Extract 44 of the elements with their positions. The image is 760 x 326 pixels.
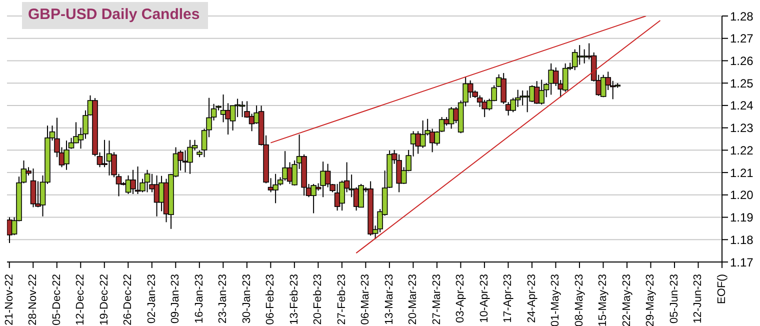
y-tick-label: 1.17 [730, 255, 754, 270]
y-tick-label: 1.28 [730, 9, 754, 24]
x-tick-label: 28-Nov-22 [27, 274, 40, 326]
x-tick-label: EOF() [716, 274, 728, 304]
chart-title: GBP-USD Daily Candles [22, 2, 208, 29]
x-tick-label: 06-Feb-23 [264, 274, 277, 325]
x-tick-label: 08-May-23 [573, 274, 586, 326]
x-tick-label: 22-May-23 [620, 274, 633, 326]
x-tick-label: 10-Apr-23 [478, 274, 490, 323]
x-tick-label: 13-Feb-23 [288, 274, 300, 325]
x-tick-label: 16-Jan-23 [193, 274, 206, 324]
y-tick-label: 1.21 [730, 166, 754, 180]
x-tick-label: 27-Feb-23 [336, 274, 348, 325]
x-tick-label: 06-Mar-23 [360, 274, 372, 325]
y-tick-label: 1.22 [730, 143, 754, 158]
x-tick-label: 09-Jan-23 [170, 274, 182, 324]
y-tick-label: 1.18 [730, 232, 754, 247]
x-tick-label: 30-Jan-23 [240, 274, 253, 324]
x-tick-label: 05-Dec-22 [50, 274, 63, 326]
x-tick-label: 13-Mar-23 [383, 274, 396, 325]
x-tick-label: 03-Apr-23 [454, 274, 467, 323]
y-tick-label: 1.27 [730, 32, 754, 46]
x-tick-label: 29-May-23 [644, 274, 657, 326]
x-tick-label: 19-Dec-22 [98, 274, 110, 326]
x-tick-label: 12-Jun-23 [692, 274, 704, 324]
x-tick-label: 17-Apr-23 [502, 274, 514, 323]
x-tick-label: 23-Jan-23 [217, 274, 230, 324]
y-tick-label: 1.26 [730, 54, 754, 68]
x-tick-label: 05-Jun-23 [668, 274, 680, 324]
y-tick-label: 1.23 [730, 121, 754, 136]
x-tick-label: 21-Nov-22 [3, 274, 16, 326]
y-tick-label: 1.25 [730, 76, 754, 90]
x-tick-label: 15-May-23 [597, 274, 610, 326]
x-tick-label: 02-Jan-23 [146, 274, 158, 324]
y-tick-label: 1.24 [730, 98, 754, 113]
x-tick-label: 12-Dec-22 [74, 274, 87, 326]
x-tick-label: 01-May-23 [550, 274, 562, 326]
y-tick-label: 1.19 [730, 210, 754, 225]
y-tick-label: 1.20 [730, 188, 754, 202]
x-tick-label: 20-Mar-23 [407, 274, 420, 325]
x-tick-label: 27-Mar-23 [430, 274, 443, 325]
x-tick-label: 24-Apr-23 [526, 274, 538, 323]
x-tick-label: 26-Dec-22 [122, 274, 134, 326]
x-tick-label: 20-Feb-23 [312, 274, 324, 325]
